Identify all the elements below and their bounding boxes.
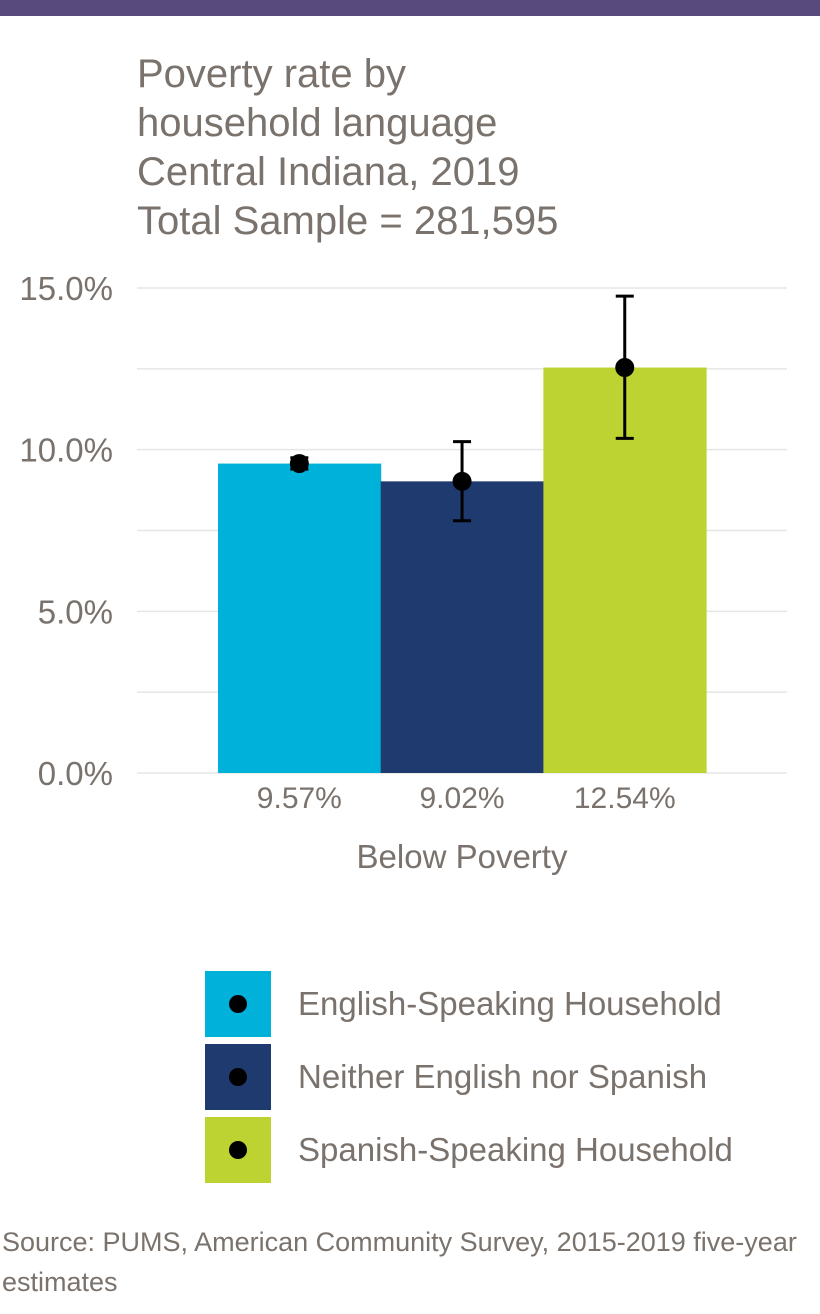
y-tick-label: 10.0% [19,432,113,469]
legend-label-english: English-Speaking Household [298,985,722,1022]
y-tick-label: 0.0% [38,755,113,792]
source-note: Source: PUMS, American Community Survey,… [2,1227,797,1297]
legend-item-neither: Neither English nor Spanish [205,1044,733,1110]
legend-dot-icon [229,1068,247,1086]
legend-label-spanish: Spanish-Speaking Household [298,1131,733,1168]
bar-value-label: 9.57% [257,782,342,815]
y-axis-tick-labels: 0.0% 5.0% 10.0% 15.0% [19,270,113,792]
y-tick-label: 15.0% [19,270,113,307]
legend: English-Speaking Household Neither Engli… [205,971,733,1190]
x-axis-label: Below Poverty [357,838,568,875]
chart-title: Poverty rate by household language Centr… [137,50,797,246]
legend-key-english [205,971,271,1037]
chart-title-line-2: household language [137,101,498,145]
top-accent-bar [0,0,820,16]
bar [218,463,382,773]
bar-value-labels: 9.57% 9.02% 12.54% [257,782,676,815]
legend-item-english: English-Speaking Household [205,971,733,1037]
error-bars [289,294,635,523]
y-tick-label: 5.0% [38,593,113,630]
bar-value-label: 9.02% [420,782,505,815]
chart-title-line-1: Poverty rate by [137,52,407,96]
bar-value-label: 12.54% [574,782,676,815]
bar-chart: 0.0% 5.0% 10.0% 15.0% 9.57% 9.02% 12.54% Belo… [19,270,787,875]
legend-dot-icon [229,995,247,1013]
legend-label-neither: Neither English nor Spanish [298,1058,708,1095]
legend-key-spanish [205,1117,271,1183]
point-estimate [615,358,635,378]
point-estimate [452,471,472,491]
bar [380,481,544,773]
chart-title-line-3: Central Indiana, 2019 [137,150,520,194]
legend-item-spanish: Spanish-Speaking Household [205,1117,733,1183]
legend-key-neither [205,1044,271,1110]
point-estimate [289,454,309,474]
chart-title-line-4: Total Sample = 281,595 [137,199,559,243]
bars [218,367,707,773]
legend-dot-icon [229,1141,247,1159]
